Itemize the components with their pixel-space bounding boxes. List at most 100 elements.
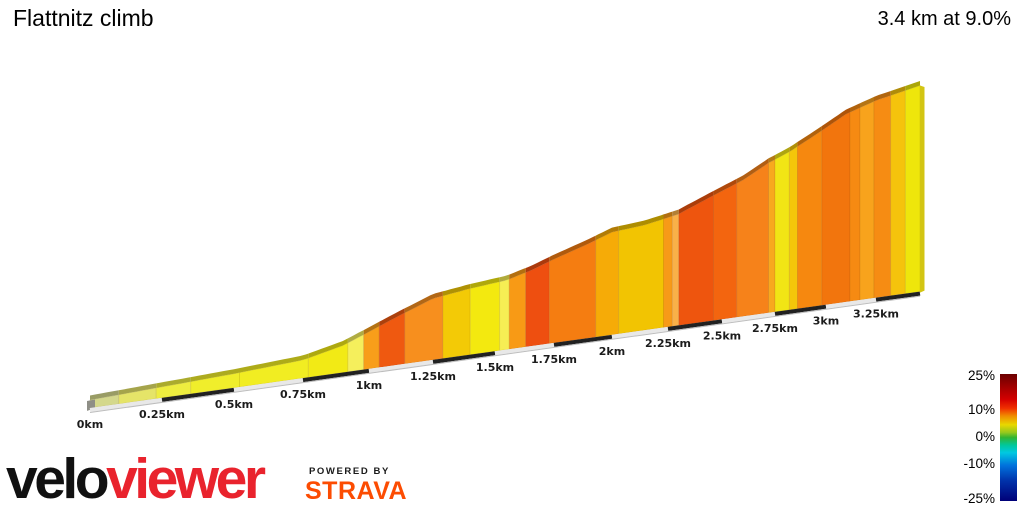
- gradient-segment: [618, 218, 664, 335]
- road-top-edge: [860, 96, 874, 108]
- gradient-segment: [713, 182, 738, 321]
- road-top-edge: [442, 284, 471, 296]
- gradient-segment: [890, 89, 906, 297]
- page-title: Flattnitz climb: [13, 5, 154, 31]
- road-top-edge: [821, 107, 850, 131]
- road-top-edge: [736, 158, 769, 184]
- baseline-dash: [89, 397, 163, 412]
- gradient-segment: [849, 107, 861, 302]
- road-top-edge: [347, 330, 364, 343]
- distance-label: 0.75km: [280, 388, 326, 401]
- baseline-dash: [774, 304, 827, 316]
- distance-label: 1km: [356, 379, 382, 392]
- road-top-edge: [905, 81, 920, 91]
- road-top-edge: [525, 257, 550, 273]
- road-top-edge: [308, 338, 348, 359]
- powered-by-label: POWERED BY: [309, 466, 390, 477]
- climb-summary: 3.4 km at 9.0%: [877, 8, 1011, 30]
- baseline-shadow: [89, 295, 921, 413]
- gradient-segment: [525, 260, 550, 348]
- road-top-edge: [775, 147, 790, 160]
- road-top-edge: [90, 390, 119, 400]
- veloviewer-logo[interactable]: veloviewer: [6, 451, 266, 508]
- road-top-edge: [672, 209, 679, 217]
- gradient-segment: [873, 94, 892, 299]
- road-top-edge: [379, 308, 405, 327]
- distance-label: 2.75km: [752, 322, 798, 335]
- distance-label: 2.25km: [645, 337, 691, 350]
- distance-label: 0.25km: [139, 408, 185, 421]
- road-top-edge: [663, 211, 673, 219]
- road-top-edge: [404, 291, 443, 313]
- baseline-dash: [721, 311, 776, 324]
- road-top-edge: [797, 126, 822, 147]
- veloviewer-logo-velo: velo: [6, 447, 110, 511]
- gradient-segment: [821, 111, 851, 306]
- distance-label: 3.25km: [853, 308, 899, 321]
- baseline-dash: [553, 334, 613, 347]
- distance-label: 3km: [813, 315, 839, 328]
- gradient-segment: [671, 213, 680, 327]
- baseline-dash: [432, 351, 496, 364]
- gradient-segment: [797, 129, 823, 310]
- gradient-segment: [663, 215, 673, 328]
- gradient-colorbar: [1000, 374, 1017, 501]
- baseline-dash: [825, 297, 877, 309]
- road-top-edge: [713, 178, 737, 196]
- distance-label: 0.5km: [215, 398, 253, 411]
- baseline-dash: [302, 368, 370, 383]
- gradient-segment: [768, 158, 776, 314]
- legend-label: -10%: [963, 456, 995, 471]
- strava-logo[interactable]: STRAVA: [305, 477, 408, 505]
- road-top-edge: [768, 155, 775, 163]
- road-top-edge: [595, 226, 619, 241]
- distance-label: 1.5km: [476, 361, 514, 374]
- road-top-edge: [509, 268, 526, 280]
- baseline-dash: [233, 378, 304, 392]
- gradient-segment: [788, 145, 798, 311]
- road-top-edge: [618, 214, 664, 231]
- road-top-edge: [470, 277, 500, 289]
- distance-label: 1.75km: [531, 353, 577, 366]
- gradient-segment: [508, 271, 527, 350]
- gradient-segment: [736, 162, 769, 318]
- baseline-dash: [611, 326, 669, 339]
- baseline-dash: [667, 319, 723, 331]
- gradient-segment: [499, 278, 510, 351]
- road-top-edge: [118, 383, 157, 395]
- distance-label: 0km: [77, 418, 103, 431]
- road-top-edge: [890, 86, 906, 96]
- gradient-segment: [678, 194, 714, 326]
- legend-label: 0%: [975, 429, 995, 444]
- road-top-edge: [156, 377, 191, 388]
- road-top-edge: [874, 91, 891, 102]
- gradient-segment: [859, 100, 875, 301]
- road-top-edge: [678, 191, 714, 214]
- gradient-segment: [469, 281, 501, 356]
- gradient-segment: [595, 230, 620, 338]
- baseline-dash: [494, 342, 555, 356]
- gradient-segment: [442, 287, 471, 359]
- baseline-dash: [368, 359, 434, 373]
- road-top-edge: [549, 235, 596, 262]
- baseline-dash: [161, 387, 235, 402]
- distance-label: 2.5km: [703, 329, 741, 342]
- road-top-edge: [499, 274, 510, 282]
- gradient-segment: [774, 151, 790, 313]
- road-top-edge: [190, 368, 240, 382]
- legend-label: 25%: [967, 368, 995, 383]
- baseline-dash: [875, 291, 921, 302]
- distance-label: 2km: [599, 345, 625, 358]
- road-top-edge: [850, 103, 860, 113]
- road-top-edge: [363, 321, 380, 335]
- distance-label: 1.25km: [410, 370, 456, 383]
- profile-end-cap: [920, 85, 925, 293]
- road-top-edge: [789, 142, 798, 152]
- road-top-edge: [239, 353, 309, 373]
- veloviewer-logo-viewer: viewer: [106, 447, 266, 511]
- gradient-segment: [904, 84, 921, 295]
- legend-label: -25%: [963, 491, 995, 506]
- legend-label: 10%: [967, 402, 995, 417]
